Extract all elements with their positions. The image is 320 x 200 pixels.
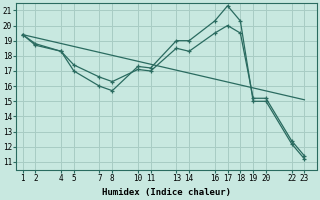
X-axis label: Humidex (Indice chaleur): Humidex (Indice chaleur)	[102, 188, 231, 197]
